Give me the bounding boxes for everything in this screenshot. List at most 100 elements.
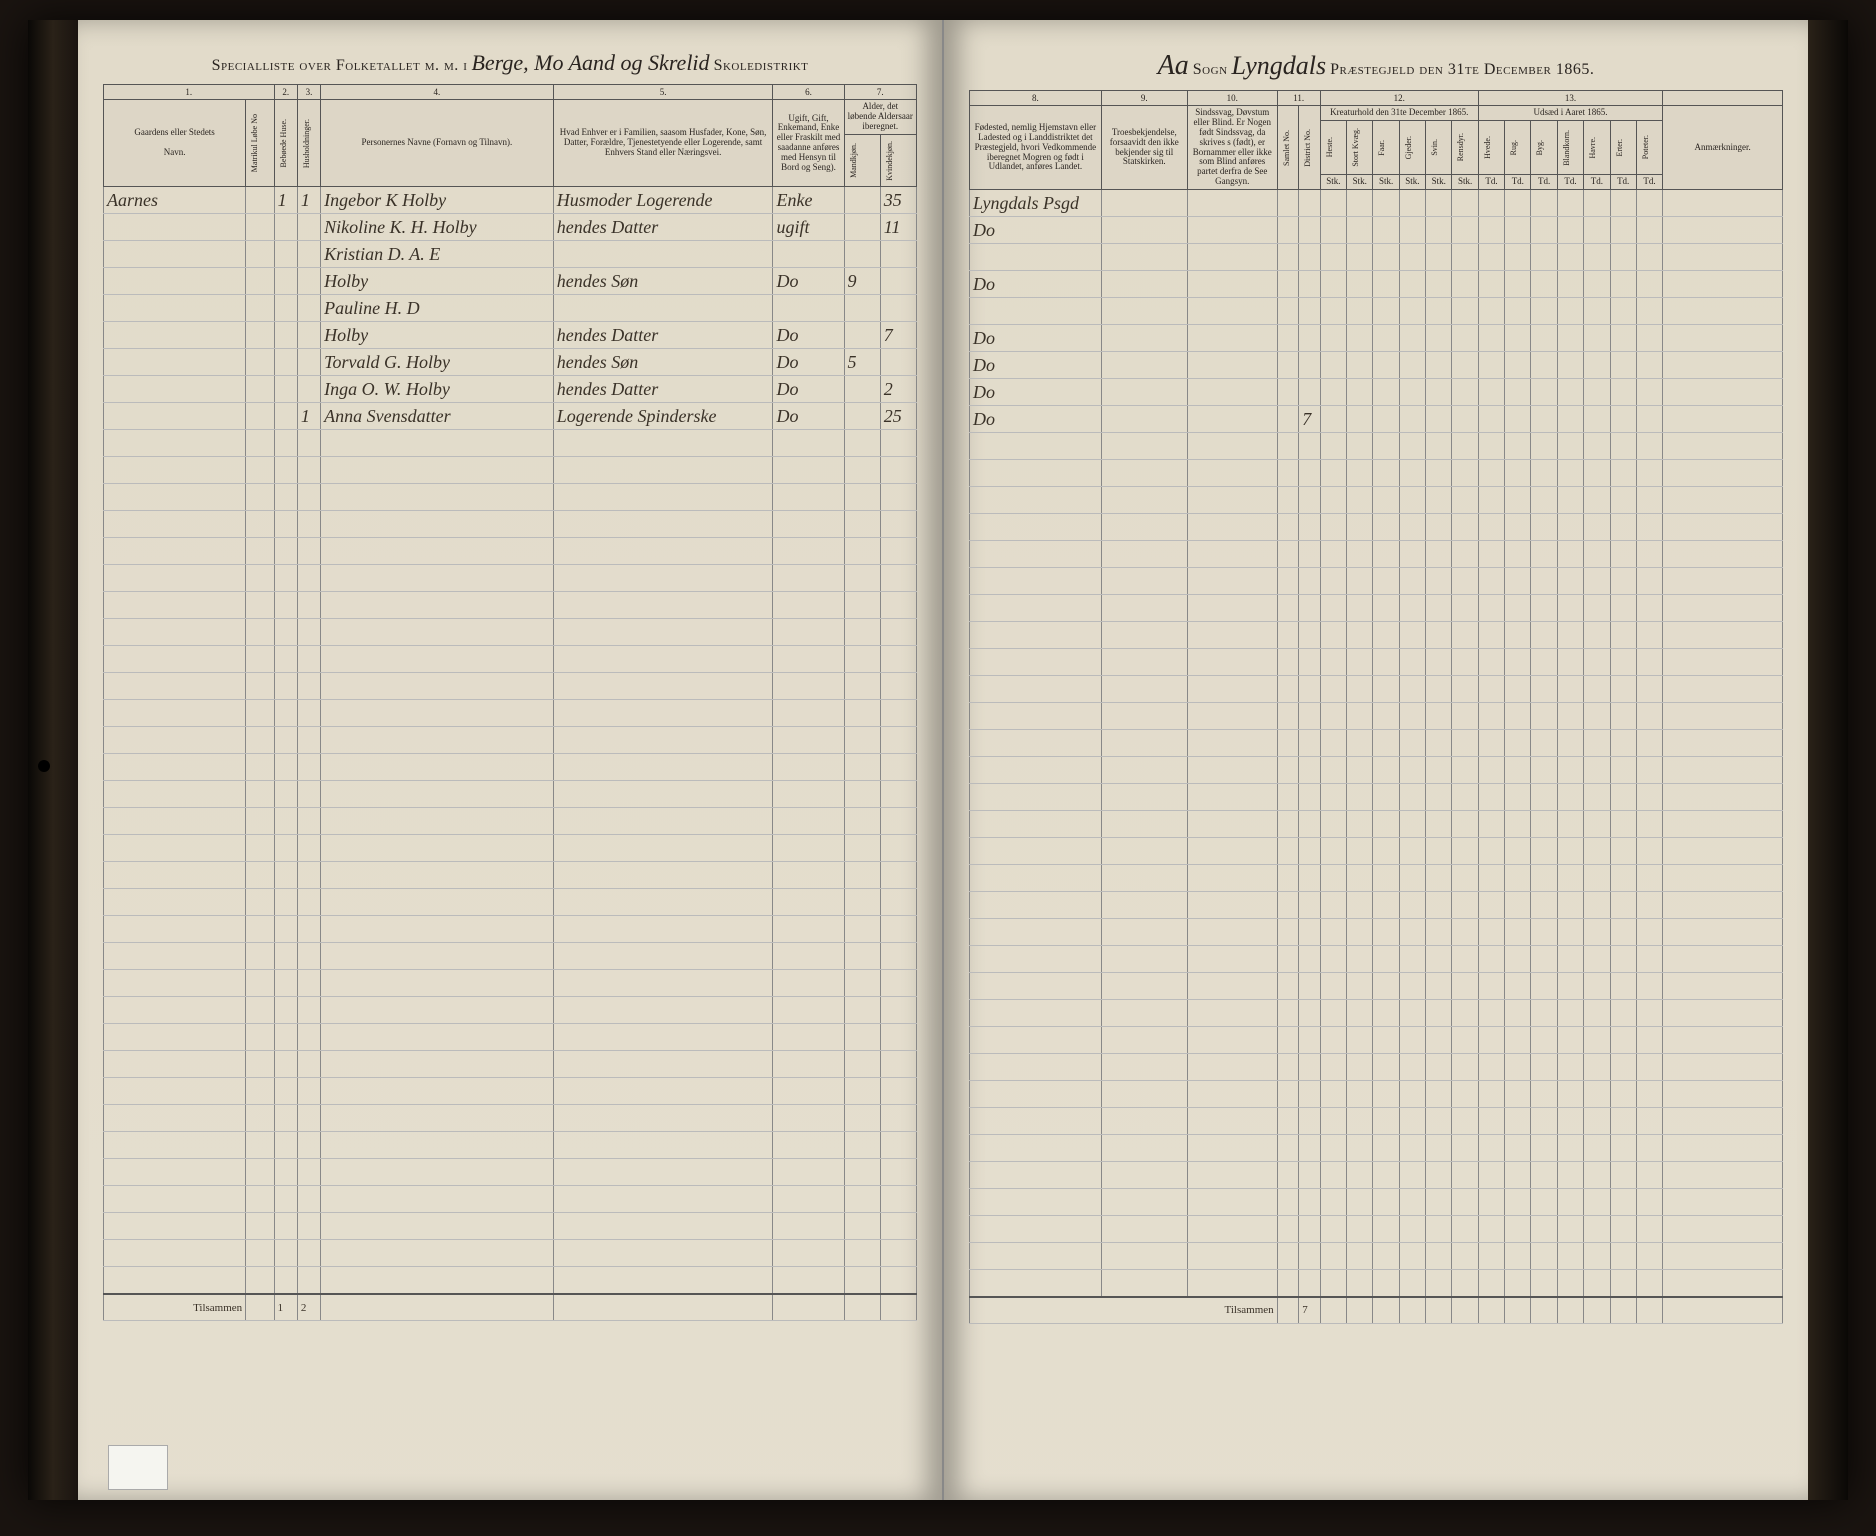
cell-anm xyxy=(1663,514,1783,541)
cell-c12-0 xyxy=(1320,1081,1346,1108)
cell-kv xyxy=(880,1132,916,1159)
cell-fode: Do xyxy=(970,217,1102,244)
cell-sinds xyxy=(1187,568,1277,595)
cell-gaard xyxy=(104,376,246,403)
cell-kv xyxy=(880,673,916,700)
cell-c12-1 xyxy=(1347,946,1373,973)
cell-troes xyxy=(1101,460,1187,487)
cell-c13-1 xyxy=(1505,838,1531,865)
cell-c12-3 xyxy=(1399,514,1425,541)
cell-c12-4 xyxy=(1426,649,1452,676)
cell-stand xyxy=(773,727,844,754)
cell-c13-1 xyxy=(1505,1189,1531,1216)
cell-c13-4 xyxy=(1584,298,1610,325)
cell-troes xyxy=(1101,1108,1187,1135)
cell-h1 xyxy=(1277,784,1299,811)
cell-c12-3 xyxy=(1399,676,1425,703)
cell-troes xyxy=(1101,649,1187,676)
cell-c12-0 xyxy=(1320,1216,1346,1243)
cell-hh xyxy=(297,1132,320,1159)
cell-gaard xyxy=(104,1132,246,1159)
cell-gaard xyxy=(104,1051,246,1078)
table-row xyxy=(104,1105,917,1132)
cell-c12-0 xyxy=(1320,784,1346,811)
cell-c12-5 xyxy=(1452,541,1478,568)
cell-c12-0 xyxy=(1320,892,1346,919)
cell-c12-1 xyxy=(1347,865,1373,892)
table-row xyxy=(970,649,1783,676)
cell-sinds xyxy=(1187,865,1277,892)
cell-c12-2 xyxy=(1373,892,1399,919)
cell-c13-0 xyxy=(1478,892,1504,919)
cell-c13-1 xyxy=(1505,244,1531,271)
cell-gaard xyxy=(104,1159,246,1186)
cell-c12-1 xyxy=(1347,1162,1373,1189)
cell-name xyxy=(321,1240,554,1267)
cell-c12-4 xyxy=(1426,973,1452,1000)
cell-c13-3 xyxy=(1557,1162,1583,1189)
cell-c13-2 xyxy=(1531,217,1557,244)
cell-c13-0 xyxy=(1478,568,1504,595)
cell-name xyxy=(321,835,554,862)
cell-stand: Do xyxy=(773,403,844,430)
cell-c12-0 xyxy=(1320,622,1346,649)
cell-fam xyxy=(553,727,773,754)
cell-h1 xyxy=(1277,1027,1299,1054)
cell-mk xyxy=(844,1024,880,1051)
colnum-10: 10. xyxy=(1187,91,1277,106)
cell-fam: hendes Datter xyxy=(553,322,773,349)
cell-fam: hendes Datter xyxy=(553,376,773,403)
cell-anm xyxy=(1663,406,1783,433)
cell-c12-1 xyxy=(1347,487,1373,514)
cell-c12-5 xyxy=(1452,379,1478,406)
cell-hus xyxy=(274,916,297,943)
cell-gaard: Aarnes xyxy=(104,187,246,214)
cell-c13-6 xyxy=(1636,433,1662,460)
cell-c13-1 xyxy=(1505,811,1531,838)
cell-c12-0 xyxy=(1320,676,1346,703)
cell-c13-5 xyxy=(1610,838,1636,865)
cell-name xyxy=(321,781,554,808)
cell-name xyxy=(321,862,554,889)
cell-name xyxy=(321,1213,554,1240)
cell-c13-0 xyxy=(1478,595,1504,622)
cell-troes xyxy=(1101,703,1187,730)
cell-name xyxy=(321,1186,554,1213)
cell-c12-1 xyxy=(1347,622,1373,649)
cell-c12-0 xyxy=(1320,703,1346,730)
header-lyngdal: Lyngdals xyxy=(1232,51,1327,80)
cell-stand xyxy=(773,889,844,916)
table-row xyxy=(970,1243,1783,1270)
cell-kv xyxy=(880,970,916,997)
cell-c12-2 xyxy=(1373,1243,1399,1270)
cell-c13-0 xyxy=(1478,514,1504,541)
cell-c13-6 xyxy=(1636,1162,1662,1189)
cell-stand xyxy=(773,430,844,457)
cell-c12-2 xyxy=(1373,1270,1399,1297)
colnum-7: 7. xyxy=(844,85,916,100)
cell-c12-2 xyxy=(1373,676,1399,703)
cell-c13-5 xyxy=(1610,514,1636,541)
cell-h1 xyxy=(1277,1081,1299,1108)
cell-kv xyxy=(880,1240,916,1267)
cell-c13-5 xyxy=(1610,811,1636,838)
cell-kv: 35 xyxy=(880,187,916,214)
cell-mat xyxy=(246,1105,274,1132)
table-row: Holbyhendes SønDo9 xyxy=(104,268,917,295)
cell-h1 xyxy=(1277,973,1299,1000)
cell-c12-2 xyxy=(1373,325,1399,352)
table-row xyxy=(970,892,1783,919)
binding-right xyxy=(1808,20,1848,1500)
cell-c13-2 xyxy=(1531,1270,1557,1297)
cell-c13-1 xyxy=(1505,784,1531,811)
cell-gaard xyxy=(104,808,246,835)
cell-anm xyxy=(1663,1081,1783,1108)
cell-c12-3 xyxy=(1399,406,1425,433)
cell-mat xyxy=(246,484,274,511)
cell-stand xyxy=(773,511,844,538)
cell-hh xyxy=(297,808,320,835)
cell-c13-3 xyxy=(1557,1189,1583,1216)
cell-c12-0 xyxy=(1320,568,1346,595)
cell-anm xyxy=(1663,1162,1783,1189)
cell-c13-2 xyxy=(1531,406,1557,433)
